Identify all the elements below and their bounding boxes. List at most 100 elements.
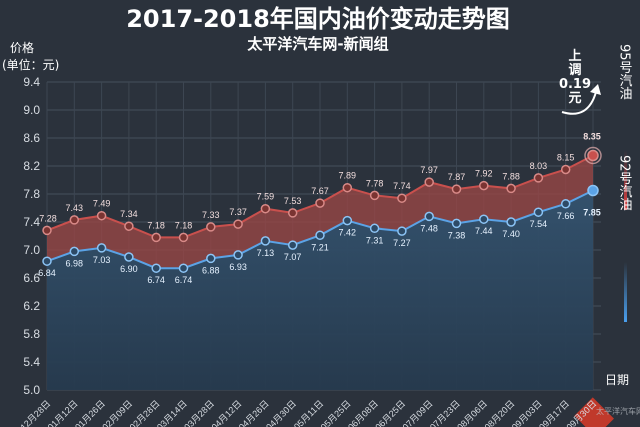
data-label-92: 7.31 <box>366 235 384 245</box>
data-label-92: 7.40 <box>502 229 520 239</box>
point-92 <box>233 250 243 260</box>
point-92 <box>151 263 161 273</box>
data-label-92: 7.48 <box>420 223 438 233</box>
data-label-92: 6.74 <box>175 275 193 285</box>
point-92 <box>124 252 134 262</box>
data-label-95: 8.15 <box>557 153 575 163</box>
annotation-line-3: 0.19 <box>559 77 591 92</box>
legend: 95号汽油 92号汽油 <box>617 44 633 322</box>
y-tick-label: 9.4 <box>23 75 40 89</box>
point-92 <box>206 253 216 264</box>
legend-95-label: 95号汽油 <box>617 44 633 100</box>
point-92 <box>533 207 544 217</box>
point-92 <box>178 263 189 273</box>
data-label-92: 7.27 <box>393 238 411 248</box>
y-tick-label: 6.2 <box>23 299 40 313</box>
data-label-95: 7.33 <box>202 210 220 220</box>
data-label-95: 7.49 <box>93 199 111 209</box>
chart-subtitle: 太平洋汽车网-新闻组 <box>247 35 388 53</box>
data-label-92: 7.38 <box>448 230 466 240</box>
point-95 <box>506 183 516 194</box>
data-label-92: 6.84 <box>38 268 56 278</box>
point-95 <box>451 184 462 194</box>
data-label-92: 7.44 <box>475 226 493 236</box>
data-label-95: 7.87 <box>448 172 466 182</box>
point-92 <box>42 256 52 266</box>
point-92 <box>424 211 434 222</box>
data-label-95: 7.74 <box>393 181 411 191</box>
annotation-line-2: 调 <box>568 63 581 78</box>
data-label-92: 7.42 <box>339 228 357 238</box>
legend-92-label: 92号汽油 <box>617 155 633 211</box>
point-95 <box>42 225 52 236</box>
data-label-92: 7.85 <box>583 208 601 218</box>
y-tick-label: 7.0 <box>23 243 40 257</box>
point-95 <box>178 232 189 243</box>
point-92 <box>69 246 80 257</box>
y-axis-label: 价格 <box>10 40 34 55</box>
y-tick-label: 6.6 <box>23 271 40 285</box>
watermark: 太平洋汽车网 <box>596 406 640 416</box>
data-label-92: 7.07 <box>284 252 302 262</box>
point-95 <box>233 219 243 229</box>
data-points <box>42 146 602 273</box>
y-axis-unit-label: (单位：元) <box>2 57 59 72</box>
point-95 <box>342 182 353 193</box>
data-label-92: 6.90 <box>120 264 138 274</box>
data-label-95: 7.43 <box>66 203 84 213</box>
chart-title: 2017-2018年国内油价变动走势图 <box>126 5 510 33</box>
point-95 <box>315 198 325 208</box>
y-ticks: 5.0 5.4 5.8 6.2 6.6 7.0 7.4 7.8 8.2 8.6 9.0 9.4 <box>23 75 40 397</box>
point-95 <box>479 180 489 191</box>
point-92 <box>96 243 107 253</box>
data-label-95: 8.35 <box>583 132 601 142</box>
y-tick-label: 7.8 <box>23 187 40 201</box>
data-label-92: 6.98 <box>66 258 84 268</box>
point-92 <box>315 230 325 241</box>
legend-95-bar <box>624 150 627 210</box>
point-95 <box>260 203 271 214</box>
y-tick-label: 8.2 <box>23 159 40 173</box>
point-92 <box>369 223 380 234</box>
point-95 <box>151 232 161 243</box>
point-92 <box>287 240 298 250</box>
point-95 <box>587 149 599 162</box>
data-label-95: 7.67 <box>311 186 329 196</box>
data-label-95: 7.28 <box>39 213 57 223</box>
rise-arrowhead-icon <box>590 84 601 95</box>
data-label-92: 7.03 <box>93 255 111 265</box>
rise-annotation: 上 调 0.19 元 <box>559 49 601 115</box>
point-92 <box>342 215 353 226</box>
point-95 <box>560 164 571 175</box>
point-95 <box>124 221 134 231</box>
data-label-92: 7.66 <box>557 211 575 221</box>
point-92 <box>397 226 407 236</box>
data-label-92: 7.13 <box>257 248 275 258</box>
data-label-92: 7.54 <box>530 219 548 229</box>
point-95 <box>96 210 107 221</box>
data-label-95: 8.03 <box>530 161 548 171</box>
point-95 <box>397 193 407 203</box>
point-92 <box>260 236 271 246</box>
x-ticks: 12月28日01月12日01月26日02月09日02月28日03月14日03月2… <box>18 397 614 427</box>
data-label-92: 6.93 <box>229 262 247 272</box>
annotation-line-1: 上 <box>568 49 581 64</box>
data-label-95: 7.78 <box>366 178 384 188</box>
point-92 <box>506 217 516 227</box>
point-95 <box>533 173 544 183</box>
data-label-92: 7.21 <box>311 242 329 252</box>
point-95 <box>206 222 216 232</box>
x-tick-highlight <box>574 397 614 427</box>
data-labels: 7.28 7.43 7.49 7.34 7.18 7.18 7.33 7.37 7.59 7.53… <box>38 132 601 286</box>
point-92 <box>479 214 489 224</box>
y-tick-label: 5.4 <box>23 355 40 369</box>
point-92 <box>451 218 462 229</box>
x-axis-label: 日期 <box>605 373 629 387</box>
y-tick-label: 5.8 <box>23 327 40 341</box>
data-label-95: 7.18 <box>147 220 165 230</box>
data-label-95: 7.92 <box>475 169 493 179</box>
data-label-92: 6.74 <box>147 275 165 285</box>
area-92 <box>47 190 593 390</box>
y-tick-label: 7.4 <box>23 215 40 229</box>
